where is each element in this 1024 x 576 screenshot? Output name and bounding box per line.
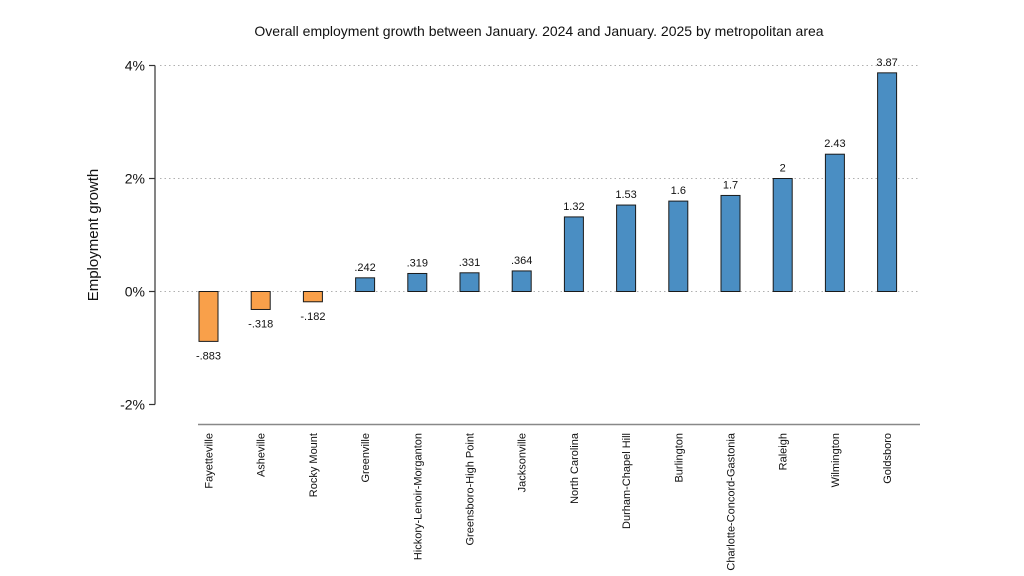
x-tick-labels: Fayetteville Asheville Rocky Mount Greenvil…	[204, 432, 895, 570]
x-tick-label: Greenville	[360, 433, 372, 483]
x-tick-label: Charlotte-Concord-Gastonia	[726, 432, 738, 570]
bar	[616, 204, 637, 292]
y-tick-label: 4%	[125, 58, 145, 74]
data-label: .364	[511, 255, 532, 267]
data-label: -.883	[196, 350, 221, 362]
y-tick-labels: -2% 0% 2% 4%	[120, 58, 145, 413]
bar	[355, 277, 376, 292]
bar	[302, 291, 323, 303]
data-label: -.182	[300, 311, 325, 323]
bar	[511, 270, 532, 292]
bar	[250, 291, 271, 310]
bar	[877, 72, 898, 292]
x-tick-label: Jacksonville	[517, 433, 529, 492]
axes	[149, 64, 920, 426]
x-tick-label: Hickory-Lenoir-Morganton	[412, 433, 424, 560]
x-tick-label: Rocky Mount	[308, 433, 320, 497]
x-tick-label: Burlington	[673, 433, 685, 483]
x-tick-label: Greensboro-High Point	[465, 433, 477, 546]
data-label: .331	[459, 257, 480, 269]
y-tick-label: 0%	[125, 284, 145, 300]
bar	[459, 272, 480, 292]
bars	[198, 72, 898, 342]
data-label: 1.6	[671, 185, 686, 197]
x-tick-label: Durham-Chapel Hill	[621, 433, 633, 529]
data-label: 2	[780, 163, 786, 175]
data-label: -.318	[248, 318, 273, 330]
x-tick-label: Fayetteville	[204, 433, 216, 489]
data-label: 1.32	[563, 201, 584, 213]
data-labels: -.883 -.318 -.182 .242 .319 .331 .364 1.32 1.53 1…	[196, 57, 898, 363]
x-tick-label: Wilmington	[830, 433, 842, 487]
x-tick-label: Raleigh	[778, 433, 790, 470]
data-label: .319	[407, 257, 428, 269]
data-label: 1.53	[615, 189, 636, 201]
x-tick-label: North Carolina	[569, 432, 581, 504]
gridlines	[160, 65, 920, 292]
bar	[407, 272, 428, 293]
bar	[772, 178, 793, 292]
bar	[198, 291, 219, 342]
x-tick-label: Goldsboro	[882, 433, 894, 484]
data-label: .242	[354, 262, 375, 274]
bar	[720, 194, 741, 292]
data-label: 2.43	[824, 138, 845, 150]
bar	[824, 153, 845, 292]
data-label: 1.7	[723, 179, 738, 191]
data-label: 3.87	[876, 57, 897, 69]
chart-title: Overall employment growth between Januar…	[254, 23, 823, 39]
bar	[563, 216, 584, 292]
y-tick-label: 2%	[125, 171, 145, 187]
x-tick-label: Asheville	[256, 433, 268, 477]
bar	[668, 200, 689, 293]
y-axis-label: Employment growth	[85, 169, 102, 302]
y-tick-label: -2%	[120, 397, 145, 413]
